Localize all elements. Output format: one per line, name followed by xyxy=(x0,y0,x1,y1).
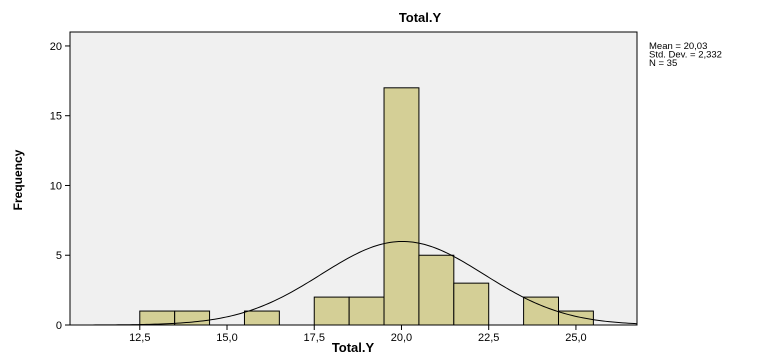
y-tick-label: 15 xyxy=(50,111,62,123)
y-axis-label: Frequency xyxy=(11,149,25,210)
y-tick-label: 0 xyxy=(56,320,62,332)
x-tick-label: 25,0 xyxy=(565,332,586,344)
y-axis: 0 5 10 15 20 xyxy=(50,41,70,332)
chart-title: Total.Y xyxy=(399,10,442,25)
histogram-bar-2 xyxy=(243,310,280,326)
x-tick-label: 17,5 xyxy=(304,332,325,344)
histogram-bar-4 xyxy=(348,296,385,326)
normal-curve xyxy=(70,240,638,326)
x-tick-label: 15,0 xyxy=(216,332,237,344)
x-axis: 12,5 15,0 17,5 20,0 22,5 25,0 xyxy=(129,325,587,344)
histogram-bar-5 xyxy=(383,87,420,326)
x-tick-label: 12,5 xyxy=(129,332,150,344)
x-axis-label: Total.Y xyxy=(332,340,375,355)
y-tick-label: 10 xyxy=(50,180,62,192)
y-tick-label: 5 xyxy=(56,250,62,262)
histogram-bar-8 xyxy=(523,296,559,326)
stats-line: Mean = 20,03 xyxy=(649,41,707,52)
stats-line: N = 35 xyxy=(649,58,677,69)
histogram-bar-3 xyxy=(313,296,350,326)
plot-area xyxy=(69,31,638,326)
stats-line: Std. Dev. = 2,332 xyxy=(649,50,722,61)
y-tick-label: 20 xyxy=(50,41,62,53)
histogram-bar-0 xyxy=(139,310,176,326)
x-tick-label: 20,0 xyxy=(391,332,412,344)
histogram-bar-6 xyxy=(418,254,455,326)
x-tick-label: 22,5 xyxy=(478,332,499,344)
histogram-bar-7 xyxy=(453,282,490,326)
bars-group xyxy=(139,87,594,326)
